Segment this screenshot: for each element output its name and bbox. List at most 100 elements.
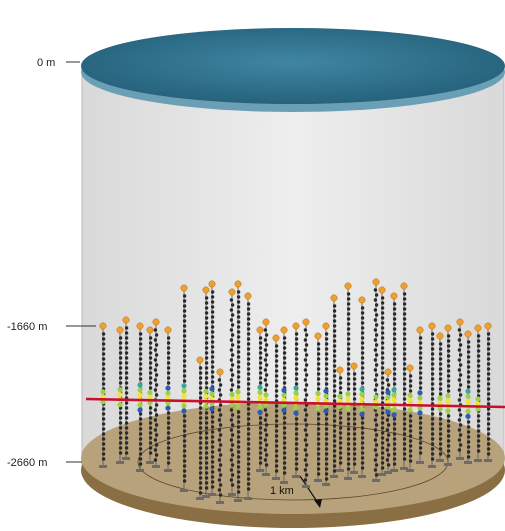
optical-module: [166, 376, 171, 380]
optical-module: [230, 363, 235, 367]
optical-module: [346, 417, 351, 421]
optical-module: [408, 374, 413, 378]
optical-module: [263, 428, 268, 432]
optical-module: [229, 478, 234, 482]
optical-module: [258, 371, 263, 375]
optical-module: [230, 433, 235, 437]
hit-module: [281, 387, 287, 393]
optical-module: [166, 431, 171, 435]
anchor: [390, 469, 398, 472]
optical-module: [476, 414, 481, 418]
optical-module: [380, 411, 385, 415]
optical-module: [316, 432, 321, 436]
optical-module: [374, 413, 379, 417]
optical-module: [304, 453, 309, 457]
optical-module: [101, 342, 106, 346]
optical-module: [373, 318, 378, 322]
hit-module: [445, 408, 451, 414]
optical-module: [486, 432, 491, 436]
hit-module: [445, 393, 451, 399]
optical-module: [324, 342, 329, 346]
optical-module: [236, 415, 241, 419]
optical-module: [446, 434, 451, 438]
optical-module: [346, 322, 351, 326]
optical-module: [217, 468, 222, 472]
optical-module: [182, 459, 187, 463]
optical-module: [236, 470, 241, 474]
optical-module: [236, 385, 241, 389]
optical-module: [392, 332, 397, 336]
optical-module: [258, 361, 263, 365]
optical-module: [124, 336, 129, 340]
optical-module: [230, 333, 235, 337]
anchor: [208, 493, 216, 496]
optical-module: [385, 418, 390, 422]
optical-module: [236, 430, 241, 434]
optical-module: [148, 416, 153, 420]
optical-module: [263, 408, 268, 412]
optical-module: [324, 362, 329, 366]
optical-module: [338, 376, 343, 380]
hit-module: [137, 392, 143, 398]
optical-module: [476, 349, 481, 353]
buoy: [390, 292, 398, 300]
optical-module: [430, 397, 435, 401]
optical-module: [263, 328, 268, 332]
optical-module: [124, 436, 129, 440]
optical-module: [380, 436, 385, 440]
optical-module: [458, 393, 463, 397]
optical-module: [229, 448, 234, 452]
optical-module: [324, 427, 329, 431]
optical-module: [304, 473, 309, 477]
optical-module: [360, 431, 365, 435]
optical-module: [124, 366, 129, 370]
buoy: [256, 326, 264, 334]
optical-module: [386, 463, 391, 467]
optical-module: [210, 465, 215, 469]
detector-string: [116, 326, 124, 464]
optical-module: [360, 461, 365, 465]
buoy: [428, 322, 436, 330]
optical-module: [246, 347, 251, 351]
optical-module: [446, 454, 451, 458]
optical-module: [352, 412, 357, 416]
optical-module: [380, 391, 385, 395]
optical-module: [198, 426, 203, 430]
optical-module: [246, 342, 251, 346]
optical-module: [402, 302, 407, 306]
hit-module: [235, 394, 241, 400]
optical-module: [218, 423, 223, 427]
optical-module: [101, 442, 106, 446]
hit-module: [165, 405, 171, 411]
hit-module: [337, 393, 343, 399]
optical-module: [373, 418, 378, 422]
anchor: [464, 461, 472, 464]
optical-module: [373, 308, 378, 312]
detector-string: [428, 322, 436, 468]
optical-module: [182, 424, 187, 428]
optical-module: [218, 473, 223, 477]
optical-module: [380, 336, 385, 340]
hit-module: [385, 389, 391, 395]
optical-module: [210, 320, 215, 324]
optical-module: [148, 406, 153, 410]
optical-module: [380, 446, 385, 450]
optical-module: [402, 447, 407, 451]
optical-module: [124, 331, 129, 335]
depth-label-surface: 0 m: [37, 57, 55, 69]
optical-module: [246, 442, 251, 446]
optical-module: [182, 369, 187, 373]
optical-module: [338, 456, 343, 460]
anchor: [116, 461, 124, 464]
optical-module: [316, 427, 321, 431]
optical-module: [408, 389, 413, 393]
optical-module: [446, 344, 451, 348]
optical-module: [338, 426, 343, 430]
optical-module: [486, 422, 491, 426]
optical-module: [258, 346, 263, 350]
hit-module: [181, 403, 187, 409]
optical-module: [346, 442, 351, 446]
optical-module: [402, 367, 407, 371]
optical-module: [204, 331, 209, 335]
optical-module: [360, 346, 365, 350]
